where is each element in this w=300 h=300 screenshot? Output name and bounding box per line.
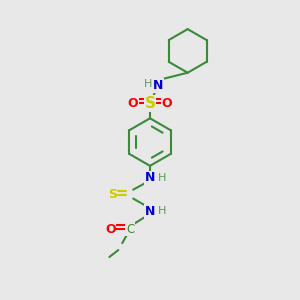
Text: S: S [108,188,117,201]
Text: N: N [145,205,155,218]
Text: N: N [153,79,163,92]
Text: H: H [158,173,166,183]
Text: N: N [145,171,155,184]
Text: S: S [145,96,155,111]
Text: O: O [105,223,116,236]
Text: O: O [128,97,139,110]
Text: C: C [126,223,134,236]
Text: H: H [144,79,152,88]
Text: O: O [161,97,172,110]
Text: H: H [158,206,166,216]
